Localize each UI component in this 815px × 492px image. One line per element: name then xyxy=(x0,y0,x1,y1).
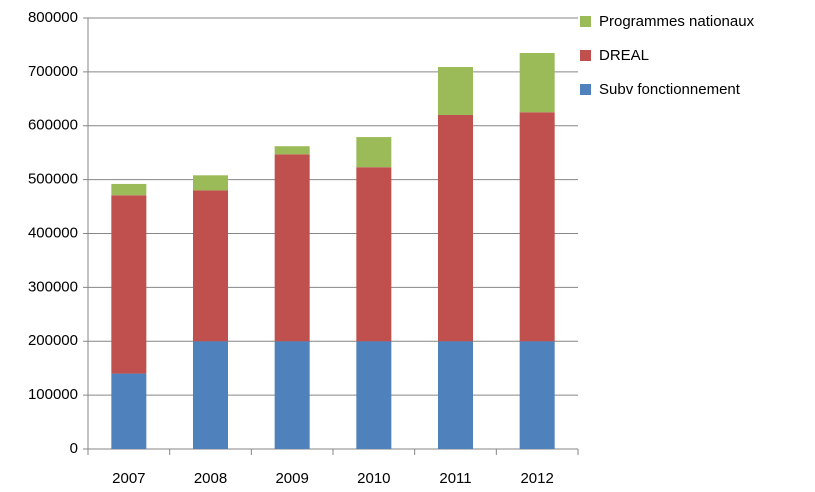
x-tick-label: 2012 xyxy=(520,470,553,487)
y-tick-label: 600000 xyxy=(28,117,78,134)
bar-segment xyxy=(438,114,473,342)
y-tick-label: 400000 xyxy=(28,224,78,241)
bar-segment xyxy=(111,373,147,449)
y-tick-label: 100000 xyxy=(28,386,78,403)
bar-segment xyxy=(356,167,392,342)
y-tick-label: 700000 xyxy=(28,63,78,80)
bar-segment xyxy=(274,341,310,449)
y-tick-label: 200000 xyxy=(28,332,78,349)
legend-label: DREAL xyxy=(599,47,649,64)
bar-segment xyxy=(438,341,473,449)
x-tick-label: 2009 xyxy=(275,470,308,487)
legend-swatch xyxy=(580,84,591,95)
x-tick-label: 2007 xyxy=(112,470,145,487)
y-tick-label: 0 xyxy=(70,440,78,457)
legend-swatch xyxy=(580,50,591,61)
bar-segment xyxy=(274,154,310,342)
bar-segment xyxy=(111,195,147,374)
y-tick-label: 500000 xyxy=(28,171,78,188)
x-tick-label: 2011 xyxy=(439,470,471,487)
bar-segment xyxy=(274,146,310,155)
x-tick-label: 2010 xyxy=(357,470,390,487)
bar-segment xyxy=(111,183,147,196)
bar-segment xyxy=(519,341,555,449)
legend-swatch xyxy=(580,16,591,27)
legend-label: Subv fonctionnement xyxy=(599,81,741,98)
bar-segment xyxy=(438,67,473,115)
x-tick-label: 2008 xyxy=(194,470,227,487)
bar-segment xyxy=(193,175,228,191)
bar-segment xyxy=(519,112,555,342)
bar-segment xyxy=(193,341,228,449)
legend-label: Programmes nationaux xyxy=(599,13,755,30)
y-tick-label: 300000 xyxy=(28,278,78,295)
bar-segment xyxy=(356,137,392,168)
bar-segment xyxy=(519,53,555,113)
bar-segment xyxy=(193,190,228,342)
bar-segment xyxy=(356,341,392,449)
y-tick-label: 800000 xyxy=(28,9,78,26)
